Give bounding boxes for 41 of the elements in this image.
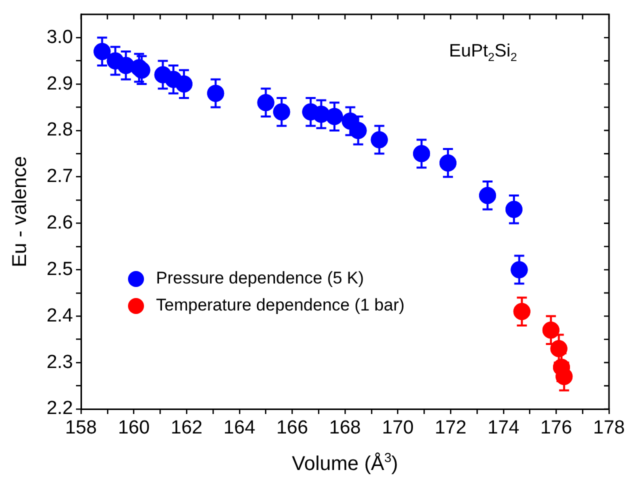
point: [370, 131, 388, 148]
legend-label: Temperature dependence (1 bar): [156, 296, 405, 315]
point: [350, 122, 367, 139]
x-tick-label: 168: [329, 418, 361, 439]
point: [542, 322, 560, 339]
point: [273, 103, 290, 120]
x-tick-label: 178: [593, 418, 625, 439]
point: [312, 106, 330, 123]
point: [479, 186, 496, 204]
point: [550, 340, 568, 358]
y-tick-label: 3.0: [46, 26, 73, 48]
point: [510, 261, 528, 278]
y-tick-label: 2.7: [46, 166, 73, 188]
point: [175, 76, 192, 93]
y-tick-label: 2.9: [46, 73, 73, 94]
point: [505, 200, 522, 218]
x-tick-label: 174: [488, 418, 520, 439]
y-tick-label: 2.5: [46, 258, 73, 280]
point: [513, 303, 530, 320]
y-tick-label: 2.2: [46, 398, 73, 420]
x-tick-label: 172: [434, 418, 466, 439]
y-tick-label: 2.6: [46, 212, 73, 234]
point: [257, 94, 274, 112]
legend-label: Pressure dependence (5 K): [156, 268, 364, 288]
x-tick-label: 170: [382, 418, 414, 439]
x-tick-label: 158: [65, 418, 97, 439]
point: [556, 368, 573, 386]
x-tick-label: 166: [276, 418, 308, 439]
y-tick-label: 2.4: [46, 305, 74, 326]
y-axis-title: Eu - valence: [9, 156, 31, 268]
y-tick-label: 2.3: [46, 352, 73, 373]
x-tick-label: 176: [540, 418, 572, 439]
x-tick-label: 164: [224, 418, 256, 439]
point: [207, 84, 224, 102]
y-tick-label: 2.8: [46, 120, 73, 141]
point: [439, 154, 456, 172]
x-tick-label: 162: [170, 418, 202, 439]
point: [326, 108, 343, 126]
point: [413, 145, 430, 162]
point: [94, 43, 111, 60]
x-tick-label: 160: [118, 418, 150, 439]
